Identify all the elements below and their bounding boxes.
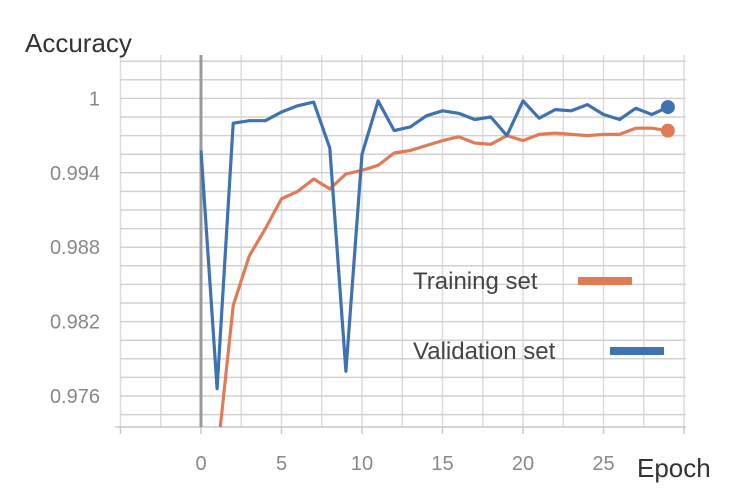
axes xyxy=(115,55,686,434)
y-tick-label: 0.994 xyxy=(50,163,100,185)
y-axis-label: Accuracy xyxy=(25,28,132,58)
x-tick-label: 20 xyxy=(512,453,534,475)
x-tick-label: 10 xyxy=(351,453,373,475)
x-tick-label: 15 xyxy=(431,453,453,475)
series-end-marker-validation-set xyxy=(660,100,675,115)
legend-label: Training set xyxy=(413,268,538,295)
y-tick-label: 0.988 xyxy=(50,237,100,259)
y-tick-label: 1 xyxy=(89,88,100,110)
series-end-marker-training-set xyxy=(660,123,675,138)
x-tick-label: 0 xyxy=(195,453,206,475)
legend-label: Validation set xyxy=(413,338,556,365)
grid xyxy=(119,55,686,427)
series-lines xyxy=(199,99,669,428)
tick-labels: 0 5 10 15 20 25 0.976 0.982 0.988 0.994 1 xyxy=(50,88,615,475)
y-tick-label: 0.976 xyxy=(50,386,100,408)
series-line-training-set xyxy=(218,126,669,428)
series-line-validation-set xyxy=(199,99,669,391)
x-axis-label: Epoch xyxy=(637,453,711,483)
series-end-markers xyxy=(660,100,675,138)
y-tick-label: 0.982 xyxy=(50,312,100,334)
x-tick-label: 5 xyxy=(276,453,287,475)
legend: Training set Validation set xyxy=(413,268,664,365)
x-tick-label: 25 xyxy=(592,453,614,475)
